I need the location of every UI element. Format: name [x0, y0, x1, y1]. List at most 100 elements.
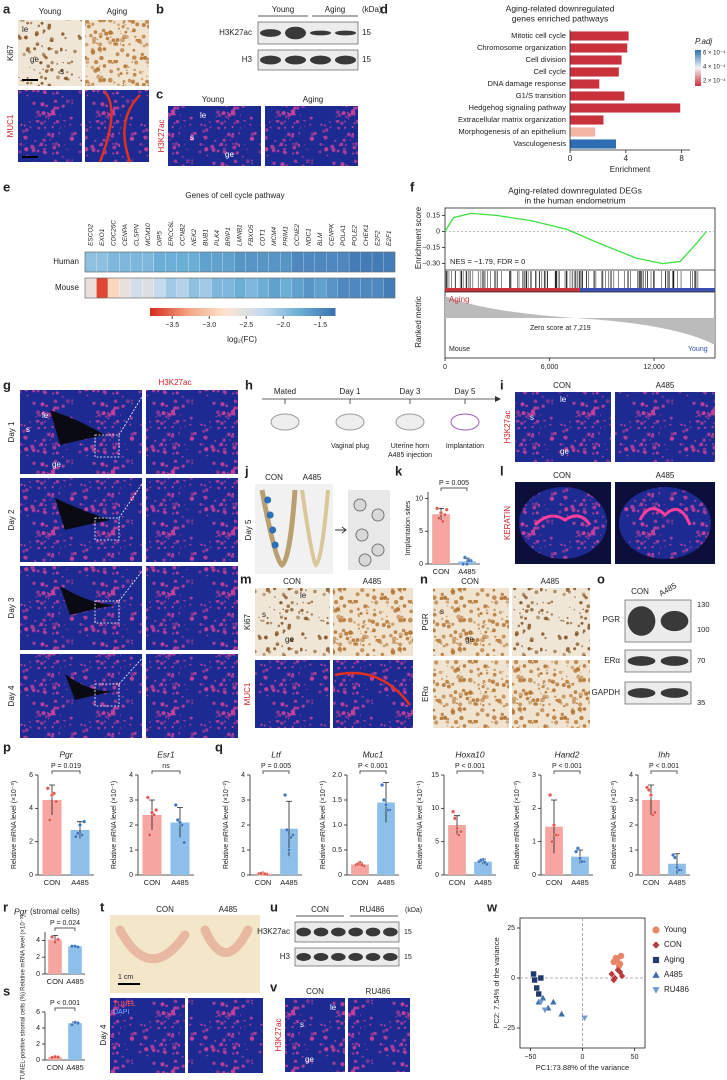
tissue — [619, 487, 711, 559]
heat-cell — [165, 251, 177, 273]
label: 35 — [697, 698, 705, 707]
heat-cell — [176, 277, 189, 299]
label: −3.5 — [165, 322, 179, 329]
colorbar-step — [282, 308, 287, 316]
label: 4 — [629, 772, 633, 779]
data-point — [147, 833, 152, 837]
label: 2 — [629, 822, 633, 829]
schematic-icon — [270, 413, 300, 431]
label: 6,000 — [541, 364, 559, 371]
label: ge — [285, 635, 294, 644]
label: 0 — [581, 1054, 585, 1061]
label: NES = −1.79, FDR = 0 — [450, 257, 525, 266]
data-point — [154, 808, 159, 812]
blot-band — [383, 927, 398, 937]
label: Relative mRNA level (×10⁻¹) — [320, 781, 327, 869]
label: le — [200, 111, 207, 120]
blastocyst — [371, 508, 385, 522]
panel-letter: k — [395, 463, 403, 478]
legend-marker — [652, 926, 660, 934]
bar — [570, 115, 604, 125]
colorbar-step — [285, 308, 290, 316]
label: 1.5 — [332, 797, 342, 804]
label: NEK2 — [191, 229, 198, 246]
label: 0 — [36, 971, 40, 978]
label: 15 — [404, 954, 412, 961]
data-point — [482, 860, 487, 865]
label: CLSPN — [133, 224, 140, 246]
zoom-box — [94, 517, 120, 541]
label: CON — [553, 471, 571, 480]
panel-letter: c — [156, 86, 163, 101]
data-point — [56, 1055, 60, 1060]
bar — [570, 43, 628, 53]
colorbar-step — [331, 308, 336, 316]
label: Ihh — [658, 749, 670, 759]
label: H3K27ac — [159, 378, 192, 387]
panel-letter: w — [486, 899, 498, 914]
colorbar-step — [227, 308, 231, 316]
colorbar-step — [150, 308, 154, 316]
label: Mated — [274, 387, 296, 396]
data-point — [73, 834, 78, 839]
label: ERα — [421, 686, 430, 702]
label: 0 — [568, 154, 573, 163]
heat-cell — [383, 277, 396, 299]
data-point — [56, 937, 60, 942]
label: CON — [144, 878, 161, 887]
data-point — [652, 810, 657, 815]
colorbar-step — [174, 308, 179, 316]
label: 8 — [679, 154, 684, 163]
micrograph — [18, 20, 82, 86]
scatter-point — [581, 1015, 588, 1022]
heat-cell — [371, 251, 384, 273]
label: BUB1 — [202, 229, 209, 246]
colorbar-step — [267, 308, 271, 316]
panel-letter: s — [3, 983, 10, 998]
label: Day 3 — [400, 387, 421, 396]
significance-bracket — [440, 487, 468, 491]
label: Aging — [449, 295, 469, 304]
label: s — [300, 1020, 304, 1029]
schematic-icon — [450, 413, 480, 431]
heat-cell — [211, 277, 223, 299]
blot-band — [335, 30, 356, 36]
micrograph — [110, 998, 185, 1073]
label: 1 — [241, 847, 245, 854]
label: −2.0 — [276, 322, 290, 329]
label: DAPI — [113, 1009, 129, 1016]
label: CON — [47, 977, 64, 986]
data-point — [461, 562, 466, 566]
ranked-metric — [445, 296, 715, 345]
data-point — [145, 795, 150, 800]
label: 2 — [241, 822, 245, 829]
label: CHEK1 — [363, 224, 370, 246]
data-point — [380, 783, 385, 787]
micrograph — [255, 660, 330, 728]
error-bar — [149, 799, 155, 830]
data-point — [70, 1022, 74, 1027]
heat-cell — [348, 251, 361, 273]
label: in the human endometrium — [524, 195, 625, 205]
heat-cell — [291, 251, 304, 273]
data-point — [579, 859, 584, 864]
panel-letter: t — [100, 899, 105, 914]
label: −3.0 — [202, 322, 216, 329]
data-point — [75, 831, 80, 836]
label: A485 — [571, 878, 589, 887]
label: Relative mRNA level (×10⁻³) — [611, 781, 618, 869]
label: CON — [449, 878, 466, 887]
label: 5 — [419, 528, 423, 535]
panel-letter: e — [3, 179, 10, 194]
label: −25 — [503, 1025, 515, 1032]
label: P < 0.001 — [552, 763, 582, 770]
zoom-box — [94, 434, 120, 458]
blot-band — [310, 30, 331, 36]
label: H3K27ac — [157, 120, 166, 153]
colorbar-step — [205, 308, 210, 316]
bar — [68, 1023, 82, 1060]
rank-strip-left — [445, 288, 580, 292]
label: A485 — [377, 878, 395, 887]
label: −2.5 — [239, 322, 253, 329]
